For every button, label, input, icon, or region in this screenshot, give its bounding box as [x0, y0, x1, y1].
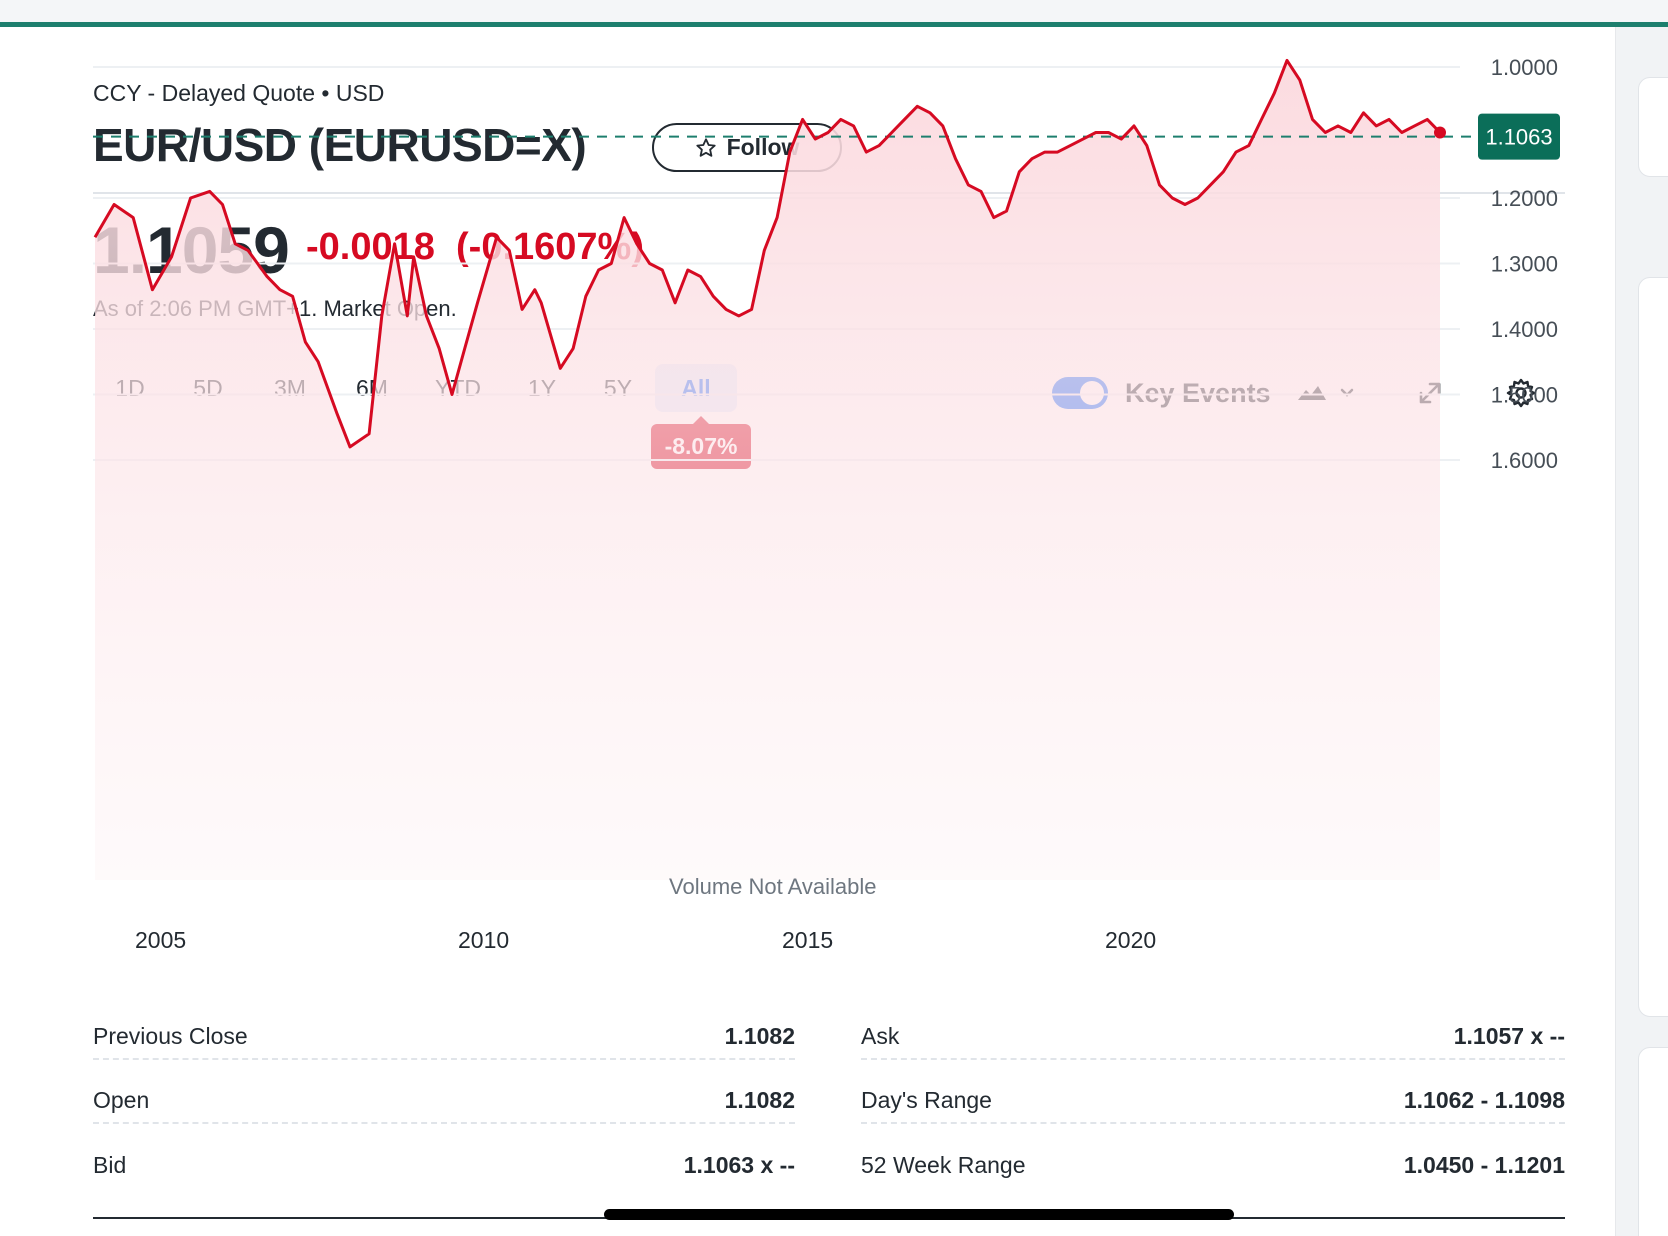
y-axis-tick: 1.0000	[1491, 55, 1558, 80]
home-indicator	[604, 1209, 1234, 1220]
stat-row-previous-close: Previous Close 1.1082	[93, 1014, 795, 1060]
stat-value: 1.1062 - 1.1098	[1403, 1086, 1565, 1113]
follow-label: Follow	[726, 134, 800, 160]
expand-button[interactable]	[1415, 378, 1445, 408]
volume-note: Volume Not Available	[669, 874, 877, 899]
current-price: 1.1059	[93, 213, 290, 287]
stat-value: 1.0450 - 1.1201	[1403, 1151, 1565, 1178]
stat-row-bid: Bid 1.1063 x --	[93, 1142, 795, 1188]
mountain-chart-icon	[1298, 386, 1326, 400]
key-events-label: Key Events	[1125, 378, 1271, 408]
stat-row-days-range: Day's Range 1.1062 - 1.1098	[861, 1078, 1565, 1124]
y-axis-tick: 1.3000	[1491, 252, 1558, 277]
change-value: -0.0018	[306, 226, 435, 268]
toggle-knob	[1080, 381, 1104, 405]
sidebar-card[interactable]	[1638, 1047, 1668, 1236]
stat-value: 1.1082	[724, 1086, 795, 1113]
stat-value: 1.1082	[724, 1022, 795, 1049]
header-accent-bar	[0, 22, 1668, 27]
range-tab-ytd[interactable]: YTD	[435, 374, 481, 401]
quote-source-label: CCY - Delayed Quote • USD	[93, 80, 385, 106]
y-axis-tick: 1.6000	[1491, 448, 1558, 473]
range-tab-5d[interactable]: 5D	[193, 374, 223, 401]
change-percent: (-0.1607%)	[456, 226, 644, 268]
expand-icon	[1419, 382, 1441, 404]
range-tab-6m[interactable]: 6M	[356, 374, 388, 401]
browser-top-strip	[0, 0, 1668, 22]
range-tab-5y[interactable]: 5Y	[603, 374, 633, 401]
stat-label: Bid	[93, 1151, 127, 1178]
chart-type-dropdown[interactable]	[1296, 380, 1358, 406]
sidebar-card[interactable]	[1638, 77, 1668, 177]
price-tag-label: 1.1063	[1485, 125, 1552, 150]
stat-label: Day's Range	[861, 1086, 992, 1113]
key-events-toggle[interactable]	[1052, 377, 1108, 409]
stat-row-ask: Ask 1.1057 x --	[861, 1014, 1565, 1060]
x-axis-tick: 2020	[1105, 927, 1157, 953]
page-title: EUR/USD (EURUSD=X)	[93, 119, 587, 171]
settings-button[interactable]	[1505, 377, 1537, 409]
x-axis-tick: 2005	[135, 927, 187, 953]
price-area-fill	[95, 60, 1440, 880]
right-sidebar	[1615, 27, 1668, 1236]
stat-row-open: Open 1.1082	[93, 1078, 795, 1124]
range-change-badge: -8.07%	[651, 416, 751, 469]
stat-label: Open	[93, 1086, 150, 1113]
stat-value: 1.1057 x --	[1453, 1022, 1565, 1049]
follow-button[interactable]: Follow	[652, 123, 842, 172]
chevron-down-icon	[1340, 388, 1354, 397]
range-tab-1d[interactable]: 1D	[115, 374, 145, 401]
x-axis-tick: 2015	[782, 927, 834, 953]
range-tab-3m[interactable]: 3M	[274, 374, 306, 401]
stat-value: 1.1063 x --	[683, 1151, 795, 1178]
stat-label: Previous Close	[93, 1022, 248, 1049]
sidebar-card[interactable]	[1638, 277, 1668, 1017]
price-change: -0.0018 (-0.1607%)	[306, 226, 644, 269]
price-tag	[1478, 113, 1560, 160]
y-axis-tick: 1.2000	[1491, 186, 1558, 211]
range-tab-all[interactable]: All	[655, 364, 737, 412]
y-axis-tick: 1.4000	[1491, 317, 1558, 342]
stat-label: Ask	[861, 1022, 900, 1049]
star-icon	[695, 137, 716, 157]
time-range-selector: 1D 5D 3M 6M YTD 1Y 5Y All	[93, 363, 737, 413]
last-price-dot	[1434, 126, 1446, 139]
stat-label: 52 Week Range	[861, 1151, 1026, 1178]
gear-icon	[1506, 378, 1536, 408]
x-axis-tick: 2010	[458, 927, 510, 953]
header-divider	[93, 192, 1565, 194]
market-status: As of 2:06 PM GMT+1. Market Open.	[93, 296, 457, 321]
range-tab-1y[interactable]: 1Y	[527, 374, 557, 401]
stat-row-52-week-range: 52 Week Range 1.0450 - 1.1201	[861, 1142, 1565, 1188]
